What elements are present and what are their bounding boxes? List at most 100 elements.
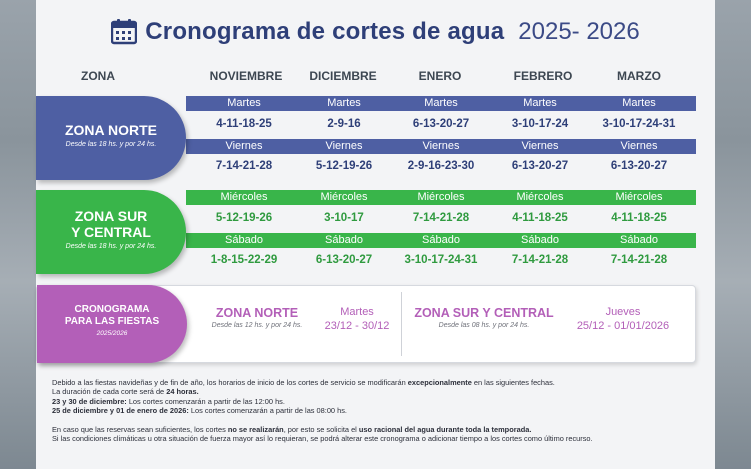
sur-day1-label: Miércoles <box>516 191 564 203</box>
sur-day2-label: Sábado <box>521 234 559 246</box>
zona-norte-section: Martes Martes Martes Martes Martes 4-11-… <box>36 96 696 180</box>
norte-row2-marzo: 6-13-20-27 <box>610 160 668 172</box>
norte-day1-label: Martes <box>523 97 557 109</box>
norte-day2-label: Viernes <box>225 140 263 152</box>
note-bold: 23 y 30 de diciembre: <box>52 396 127 406</box>
sur-row1-febrero: 4-11-18-25 <box>512 212 568 224</box>
note-paragraph: La duración de cada corte será de 24 hor… <box>52 387 692 396</box>
sur-day1-label: Miércoles <box>615 191 663 203</box>
note-paragraph: 25 de diciembre y 01 de enero de 2026: L… <box>52 406 692 415</box>
note-bold: 25 de diciembre y 01 de enero de 2026: <box>52 406 189 416</box>
sur-row2-febrero: 7-14-21-28 <box>511 254 569 266</box>
schedule-card: Cronograma de cortes de agua 2025- 2026 … <box>36 0 715 469</box>
page-title-year: 2025- 2026 <box>518 18 640 45</box>
column-header-diciembre: DICIEMBRE <box>309 69 377 83</box>
norte-row2-noviembre: 7-14-21-28 <box>215 160 273 172</box>
sur-day1-label: Miércoles <box>320 191 368 203</box>
background-blur-left <box>0 0 36 469</box>
sur-row2: 1-8-15-22-29 6-13-20-27 3-10-17-24-31 7-… <box>186 250 696 273</box>
norte-row1-marzo: 3-10-17-24-31 <box>602 118 676 130</box>
zona-norte-name: ZONA NORTE <box>64 122 158 138</box>
sur-day2-bar: Sábado Sábado Sábado Sábado Sábado <box>186 233 696 248</box>
note-text: Los cortes comenzarán a partir de las 12… <box>126 396 285 406</box>
sur-row1-enero: 7-14-21-28 <box>412 212 470 224</box>
note-text: La duración de cada corte será de <box>52 387 167 397</box>
fiestas-label-line1: CRONOGRAMA <box>74 304 150 315</box>
fiestas-label-year: 2025/2026 <box>96 330 128 337</box>
sur-day2-label: Sábado <box>325 234 363 246</box>
zona-norte-label: ZONA NORTE Desde las 18 hs. y por 24 hs. <box>36 96 186 180</box>
note-paragraph: Si las condiciones climáticas u otra sit… <box>52 434 593 444</box>
norte-row2: 7-14-21-28 5-12-19-26 2-9-16-23-30 6-13-… <box>186 156 696 179</box>
zona-sur-section: Miércoles Miércoles Miércoles Miércoles … <box>36 190 696 274</box>
zona-sur-label: ZONA SUR Y CENTRAL Desde las 18 hs. y po… <box>36 190 186 274</box>
sur-day2-label: Sábado <box>225 234 263 246</box>
note-paragraph: 23 y 30 de diciembre: Los cortes comenza… <box>52 397 692 406</box>
note-paragraph: En caso que las reservas sean suficiente… <box>52 425 692 434</box>
fiestas-section: ZONA NORTE Desde las 12 hs. y por 24 hs.… <box>36 285 696 363</box>
norte-day1-label: Martes <box>622 97 656 109</box>
sur-row2-diciembre: 6-13-20-27 <box>315 254 373 266</box>
note-paragraph: Debido a las fiestas navideñas y de fin … <box>52 378 692 387</box>
note-bold: 24 horas. <box>166 387 199 397</box>
norte-row2-febrero: 6-13-20-27 <box>511 160 569 172</box>
fiestas-sur-dates: 25/12 - 01/01/2026 <box>576 320 670 332</box>
fiestas-label-line2: PARA LAS FIESTAS <box>64 316 160 327</box>
norte-day2-label: Viernes <box>422 140 460 152</box>
zona-sur-name-line1: ZONA SUR <box>74 208 148 224</box>
note-bold: no se realizarán <box>227 424 284 434</box>
fiestas-sur-title: ZONA SUR Y CENTRAL <box>414 306 554 320</box>
norte-day1-label: Martes <box>424 97 458 109</box>
norte-row1: 4-11-18-25 2-9-16 6-13-20-27 3-10-17-24 … <box>186 114 696 137</box>
column-header-enero: ENERO <box>418 69 462 83</box>
fiestas-norte-schedule: Martes 23/12 - 30/12 <box>317 306 397 332</box>
fiestas-label: CRONOGRAMA PARA LAS FIESTAS 2025/2026 <box>37 285 187 363</box>
norte-row1-febrero: 3-10-17-24 <box>511 118 569 130</box>
calendar-icon <box>111 19 138 45</box>
sur-row1-diciembre: 3-10-17 <box>324 212 364 224</box>
norte-day2-bar: Viernes Viernes Viernes Viernes Viernes <box>186 139 696 154</box>
fiestas-norte-day: Martes <box>340 306 374 318</box>
norte-day2-label: Viernes <box>325 140 363 152</box>
norte-row1-enero: 6-13-20-27 <box>412 118 470 130</box>
note-bold: uso racional del agua durante toda la te… <box>358 424 532 434</box>
norte-day1-bar: Martes Martes Martes Martes Martes <box>186 96 696 111</box>
fiestas-sur-day: Jueves <box>605 306 641 318</box>
norte-row2-diciembre: 5-12-19-26 <box>315 160 373 172</box>
page-title: Cronograma de cortes de agua <box>145 18 505 45</box>
fiestas-sur-hours: Desde las 08 hs. y por 24 hs. <box>438 322 530 329</box>
sur-row1: 5-12-19-26 3-10-17 7-14-21-28 4-11-18-25… <box>186 208 696 231</box>
note-bold: excepcionalmente <box>407 378 472 387</box>
note-text: en las siguientes fechas. <box>471 378 555 387</box>
note-text: Debido a las fiestas navideñas y de fin … <box>52 378 408 387</box>
note-text: , por esto se solicita el <box>283 424 359 434</box>
note-text: Los cortes comenzarán a partir de las 08… <box>188 406 347 416</box>
sur-row1-marzo: 4-11-18-25 <box>611 212 667 224</box>
norte-day1-label: Martes <box>327 97 361 109</box>
fiestas-sur-schedule: Jueves 25/12 - 01/01/2026 <box>563 306 683 332</box>
fiestas-norte-title: ZONA NORTE <box>215 306 299 320</box>
fiestas-norte: ZONA NORTE Desde las 12 hs. y por 24 hs. <box>187 306 327 329</box>
norte-row1-diciembre: 2-9-16 <box>327 118 361 130</box>
sur-day2-label: Sábado <box>422 234 460 246</box>
fiestas-norte-hours: Desde las 12 hs. y por 24 hs. <box>211 322 303 329</box>
notes-block: Debido a las fiestas navideñas y de fin … <box>52 378 692 443</box>
column-header-noviembre: NOVIEMBRE <box>209 69 283 83</box>
sur-day1-label: Miércoles <box>220 191 268 203</box>
sur-row2-marzo: 7-14-21-28 <box>610 254 668 266</box>
zona-norte-hours: Desde las 18 hs. y por 24 hs. <box>65 141 157 148</box>
note-text: En caso que las reservas sean suficiente… <box>52 424 228 434</box>
sur-row2-noviembre: 1-8-15-22-29 <box>210 254 278 266</box>
norte-day1-label: Martes <box>227 97 261 109</box>
sur-day1-label: Miércoles <box>417 191 465 203</box>
norte-day2-label: Viernes <box>521 140 559 152</box>
column-header-zona: ZONA <box>81 69 115 83</box>
column-header-marzo: MARZO <box>617 69 661 83</box>
norte-row1-noviembre: 4-11-18-25 <box>216 118 272 130</box>
column-header-febrero: FEBRERO <box>513 69 573 83</box>
fiestas-norte-dates: 23/12 - 30/12 <box>324 320 390 332</box>
norte-row2-enero: 2-9-16-23-30 <box>407 160 475 172</box>
background-blur-right <box>715 0 751 469</box>
zona-sur-hours: Desde las 18 hs. y por 24 hs. <box>65 243 157 250</box>
sur-row2-enero: 3-10-17-24-31 <box>404 254 478 266</box>
